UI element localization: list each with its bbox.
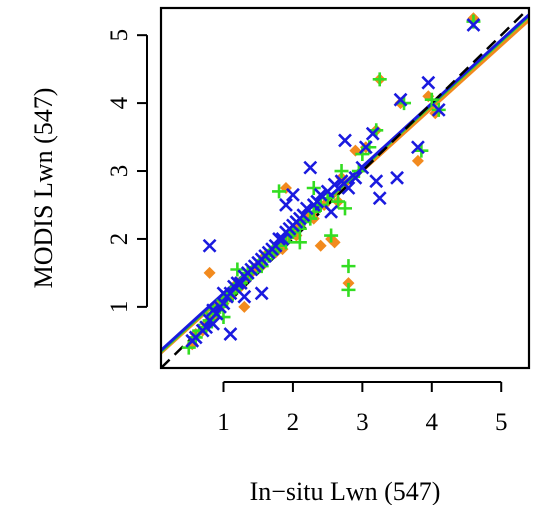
data-point-cross [202,238,217,253]
x-tick-label: 5 [495,409,508,436]
data-point-cross [303,160,318,175]
data-point-diamond [203,266,216,279]
data-point-cross [237,289,252,304]
data-point-cross [209,306,224,321]
data-point-plus [372,72,387,87]
plot-frame [159,6,531,370]
y-axis-title: MODIS Lwn (547) [29,88,58,289]
data-point-plus [424,92,439,107]
data-point-plus [338,201,352,216]
data-point-diamond [238,300,251,313]
data-point-cross [348,170,363,185]
data-point-plus [292,235,307,250]
data-point-plus [306,181,321,195]
data-point-plus [331,194,346,209]
x-tick-label: 4 [426,409,439,436]
data-point-cross [299,201,314,216]
data-point-cross [390,170,404,185]
data-point-cross [365,126,380,141]
y-tick-label: 3 [106,165,133,178]
y-tick-label: 4 [106,96,133,109]
data-point-cross [313,187,328,202]
data-point-cross [223,286,238,301]
data-point-cross [324,204,339,219]
data-point-cross [338,133,352,148]
data-point-cross [358,140,373,155]
data-point-cross [206,316,220,331]
data-point-cross [372,191,387,206]
data-point-cross [279,198,293,212]
x-tick-label: 1 [217,409,230,436]
x-tick-label: 3 [356,409,369,436]
y-axis: 1 2 3 4 5 [106,29,148,314]
data-point-cross [421,75,436,90]
data-point-cross [216,296,231,311]
data-point-cross [296,208,311,223]
data-point-cross [310,194,325,209]
data-point-plus [341,259,356,274]
data-point-diamond [411,154,424,167]
data-point-plus [324,228,339,243]
regression-line-2 [159,13,531,352]
data-point-cross [223,327,238,341]
data-point-plus [334,164,349,179]
data-point-cross [355,160,370,175]
x-axis: 1 2 3 4 5 [217,381,508,436]
data-point-plus [272,184,287,199]
data-point-cross [199,320,214,335]
data-point-cross [341,181,356,195]
y-tick-label: 5 [106,29,133,42]
y-tick-label: 2 [106,233,133,246]
data-point-diamond [314,239,327,252]
data-point-cross [431,102,446,117]
data-point-cross [254,286,269,301]
x-tick-label: 2 [287,409,300,436]
data-point-cross [233,276,248,291]
data-point-cross [275,232,290,246]
data-point-cross [466,18,481,32]
data-point-cross [327,177,342,192]
x-axis-title: In−situ Lwn (547) [250,477,441,505]
data-point-cross [369,174,384,189]
data-point-plus [341,282,356,297]
y-tick-label: 1 [106,301,133,314]
points-layer [181,12,481,355]
data-point-plus [230,262,245,277]
data-point-cross [393,92,408,107]
data-point-cross [410,140,425,155]
data-point-cross [286,187,300,202]
